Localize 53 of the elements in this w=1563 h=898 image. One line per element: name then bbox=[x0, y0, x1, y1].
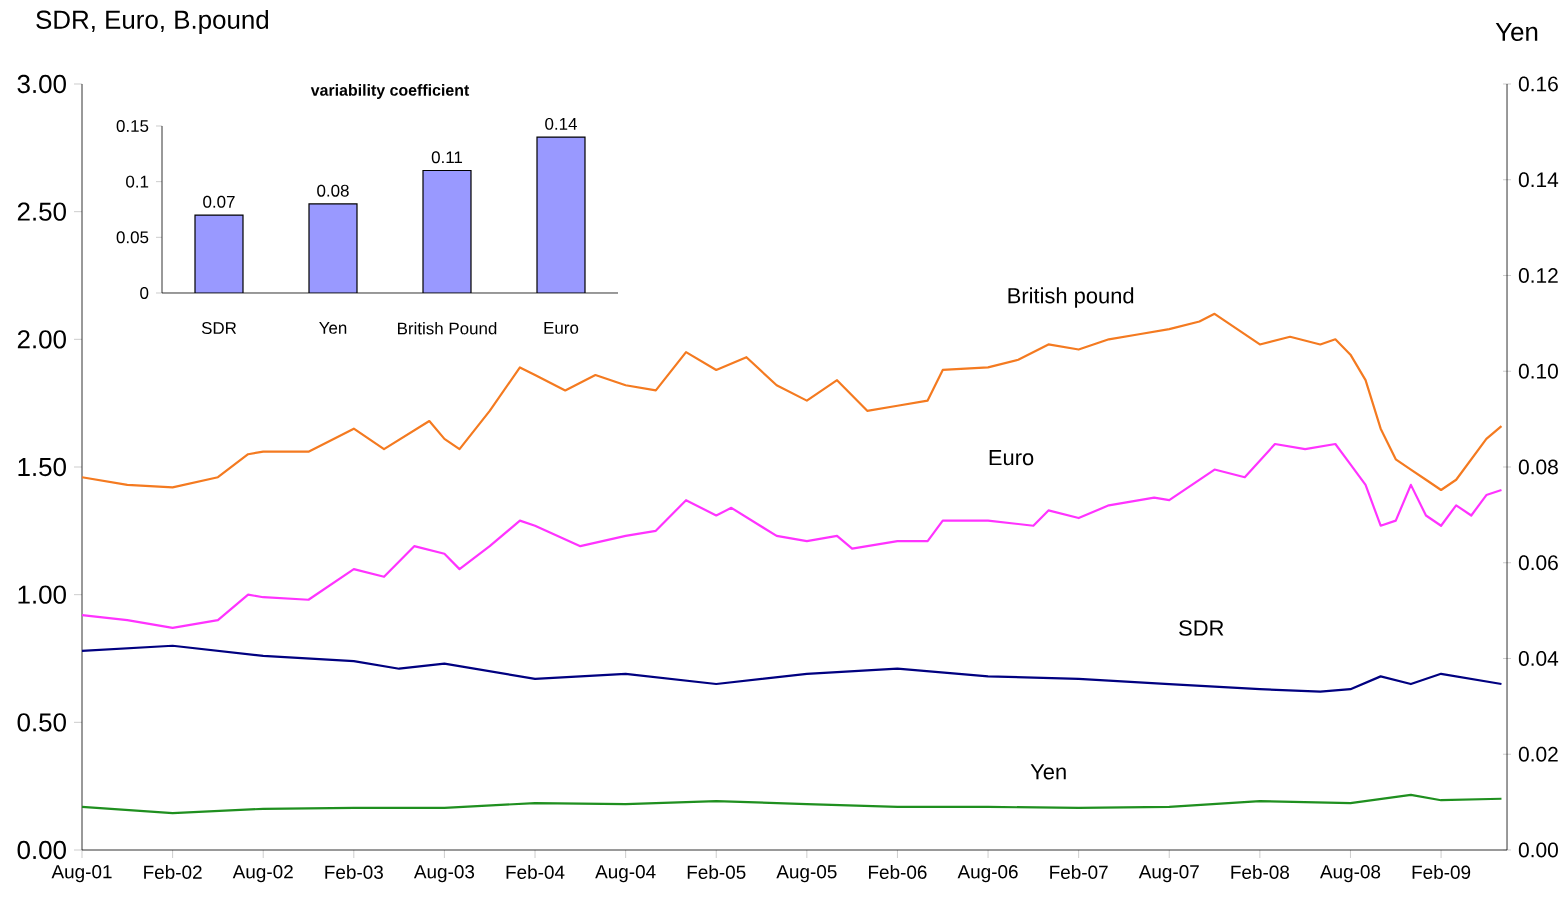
data-label: 0.14 bbox=[545, 117, 577, 130]
y-tick-label: 0.1 bbox=[126, 175, 149, 188]
x-tick-label: Aug-04 bbox=[595, 865, 656, 883]
x-tick-label: Feb-09 bbox=[1412, 865, 1471, 879]
x-tick-label: Feb-07 bbox=[1050, 865, 1108, 879]
x-tick-label: Aug-01 bbox=[51, 865, 112, 883]
x-tick-label: Feb-08 bbox=[1231, 865, 1290, 879]
x-tick-label: British Pound bbox=[398, 322, 497, 335]
y-tick-label: 0.05 bbox=[116, 231, 149, 244]
series-label: Yen bbox=[1030, 764, 1066, 780]
chart-title: variability coefficient bbox=[310, 84, 470, 99]
y-tick-label: 0 bbox=[140, 287, 149, 299]
y2-tick-label: 0.12 bbox=[1518, 268, 1558, 283]
x-tick-label: Feb-03 bbox=[325, 865, 383, 879]
line-series bbox=[80, 644, 1503, 693]
y2-tick-label: 0.16 bbox=[1518, 76, 1558, 92]
y-tick-label: 2.50 bbox=[17, 202, 66, 221]
x-tick-label: SDR bbox=[201, 322, 237, 335]
y2-tick-label: 0.06 bbox=[1518, 555, 1558, 571]
x-tick-label: Feb-04 bbox=[506, 865, 565, 879]
y2-tick-label: 0.00 bbox=[1518, 842, 1558, 858]
y-tick-label: 1.50 bbox=[18, 457, 66, 477]
x-tick-label: Yen bbox=[319, 322, 347, 334]
x-tick-label: Aug-05 bbox=[776, 865, 837, 883]
x-tick-label: Aug-06 bbox=[957, 865, 1018, 883]
y2-tick-label: 0.04 bbox=[1518, 651, 1559, 666]
text: SDR bbox=[1179, 620, 1224, 636]
data-label: 0.07 bbox=[203, 195, 235, 208]
series-label: British pound bbox=[1008, 287, 1134, 308]
y2-tick-label: 0.08 bbox=[1518, 459, 1558, 475]
data-label: 0.08 bbox=[317, 184, 349, 197]
y-tick-label: 0.50 bbox=[17, 713, 66, 732]
x-tick-label: Feb-06 bbox=[869, 865, 927, 879]
y-tick-label: 3.00 bbox=[17, 74, 66, 94]
y2-tick-label: 0.14 bbox=[1518, 172, 1559, 188]
x-tick-label: Aug-03 bbox=[413, 865, 475, 883]
x-tick-label: Aug-08 bbox=[1319, 865, 1381, 883]
y-tick-label: 0.00 bbox=[17, 840, 66, 860]
y2-tick-label: 0.02 bbox=[1518, 746, 1558, 762]
text: Euro bbox=[989, 449, 1034, 466]
x-tick-label: Euro bbox=[544, 322, 579, 334]
data-label: 0.11 bbox=[431, 151, 463, 164]
y-tick-label: 2.00 bbox=[17, 330, 66, 349]
x-tick-label: Aug-07 bbox=[1138, 865, 1199, 883]
y2-tick-label: 0.10 bbox=[1518, 363, 1558, 379]
x-tick-label: Feb-05 bbox=[687, 865, 746, 879]
x-tick-label: Feb-02 bbox=[144, 865, 202, 879]
y-tick-label: 1.00 bbox=[18, 585, 66, 604]
y2-axis-title: Yen bbox=[1495, 22, 1538, 42]
y-tick-label: 0.15 bbox=[116, 120, 149, 132]
line-series bbox=[80, 793, 1503, 815]
x-tick-label: Aug-02 bbox=[232, 865, 293, 883]
y-axis-title: SDR, Euro, B.pound bbox=[36, 9, 269, 35]
